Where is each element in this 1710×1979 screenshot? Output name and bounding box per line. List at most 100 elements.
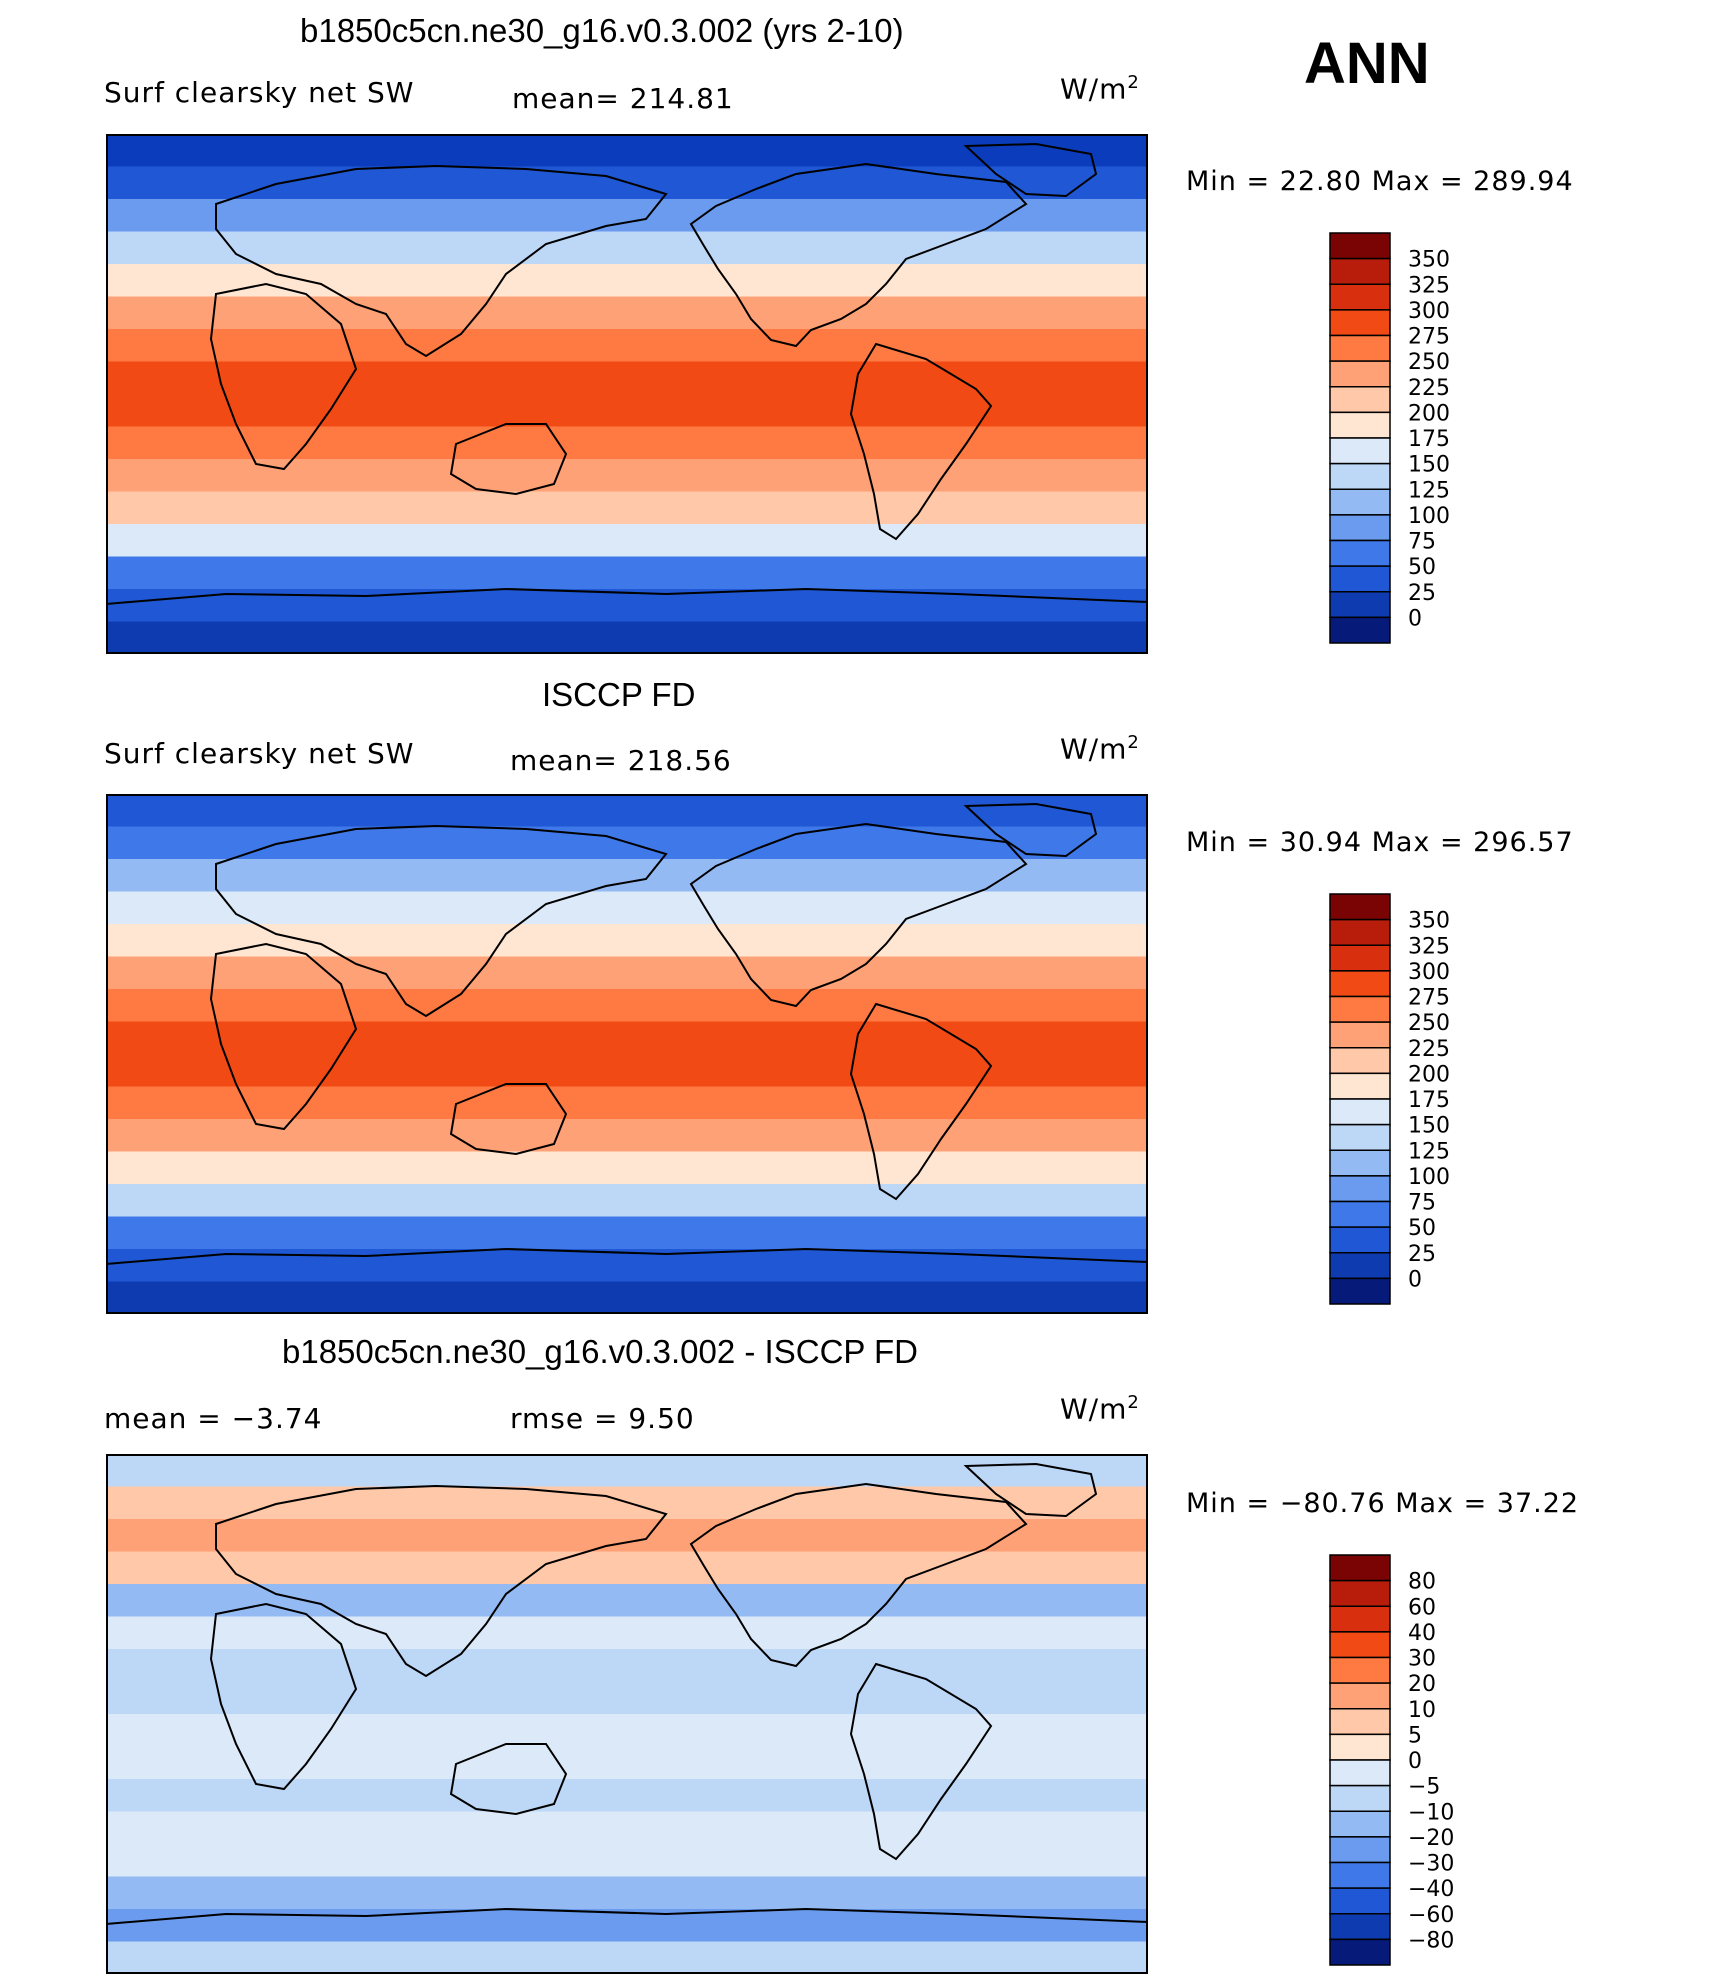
latitude-band [106,394,1148,428]
colorbar-swatch [1329,488,1391,516]
colorbar-swatch [1329,1277,1391,1305]
colorbar-tick-label: −60 [1408,1903,1454,1928]
colorbar-tick-label: 20 [1408,1672,1436,1697]
colorbar-tick-label: 175 [1408,427,1450,452]
colorbar-swatch [1329,1733,1391,1761]
coastline-north-america [689,822,1028,1008]
latitude-band [106,1616,1148,1650]
colorbar-swatch [1329,1175,1391,1203]
coastline-antarctica [106,1247,1148,1314]
latitude-band [106,1649,1148,1683]
colorbar-tick-label: 275 [1408,986,1450,1011]
colorbar-swatch [1329,462,1391,490]
latitude-band [106,231,1148,265]
latitude-band [106,1184,1148,1218]
coastline-australia [449,423,568,496]
panel-2-map [106,794,1148,1314]
colorbar-tick-label: 50 [1408,1216,1436,1241]
latitude-band [106,1551,1148,1585]
panel-3-rmse-label: rmse = 9.50 [510,1402,695,1435]
latitude-band [106,1454,1148,1488]
colorbar-swatch [1329,1784,1391,1812]
colorbar-swatch [1329,437,1391,465]
colorbar-tick-label: 200 [1408,1062,1450,1087]
latitude-band [106,1941,1148,1974]
colorbar-tick-label: 350 [1408,248,1450,273]
latitude-band [106,989,1148,1023]
latitude-band [106,859,1148,893]
colorbar-swatch [1329,970,1391,998]
latitude-band [106,1714,1148,1748]
colorbar-tick-label: 75 [1408,1191,1436,1216]
colorbar-tick-label: 5 [1408,1723,1422,1748]
colorbar-swatch [1329,360,1391,388]
colorbar-swatch [1329,1836,1391,1864]
colorbar-swatch [1329,1252,1391,1280]
colorbar-tick-label: 300 [1408,960,1450,985]
colorbar-tick-label: −30 [1408,1852,1454,1877]
latitude-band [106,296,1148,330]
coastline-greenland [963,142,1098,198]
panel-1-units: W/m2 [1060,72,1140,106]
colorbar-swatch [1329,1554,1391,1582]
colorbar-tick-label: 125 [1408,1139,1450,1164]
latitude-band [106,556,1148,590]
coastline-eurasia [215,164,668,358]
panel-3-map [106,1454,1148,1974]
coastline-africa [209,282,358,471]
colorbar-swatch [1329,1759,1391,1787]
map-frame [106,1454,1148,1974]
latitude-band [106,621,1148,654]
colorbar-swatch [1329,1656,1391,1684]
colorbar-tick-label: 225 [1408,376,1450,401]
colorbar-tick-label: −80 [1408,1928,1454,1953]
colorbar-tick-label: −40 [1408,1877,1454,1902]
coastline-greenland [963,1462,1098,1518]
colorbar-tick-label: 80 [1408,1570,1436,1595]
colorbar-swatch [1329,565,1391,593]
latitude-band [106,891,1148,925]
latitude-band [106,199,1148,233]
season-label: ANN [1304,31,1430,96]
panel-1-title: b1850c5cn.ne30_g16.v0.3.002 (yrs 2-10) [300,12,904,49]
panel-1-minmax: Min = 22.80 Max = 289.94 [1186,166,1574,197]
coastline-north-america [689,162,1028,348]
colorbar-swatch [1329,1226,1391,1254]
latitude-band [106,329,1148,363]
colorbar-tick-label: 325 [1408,934,1450,959]
colorbar-tick-label: 100 [1408,504,1450,529]
colorbar-tick-label: 50 [1408,555,1436,580]
coastline-africa [209,942,358,1131]
latitude-band [106,1876,1148,1910]
colorbar-tick-label: 100 [1408,1165,1450,1190]
latitude-band [106,1216,1148,1250]
colorbar-swatch [1329,411,1391,439]
colorbar-swatch [1329,1149,1391,1177]
colorbar-swatch [1329,918,1391,946]
latitude-band [106,1519,1148,1553]
colorbar-swatch [1329,386,1391,414]
colorbar-swatch [1329,1098,1391,1126]
latitude-band [106,361,1148,395]
latitude-band [106,1746,1148,1780]
colorbar-tick-label: 0 [1408,606,1422,631]
colorbar-swatch [1329,1123,1391,1151]
map-frame [106,134,1148,654]
colorbar-tick-label: 0 [1408,1267,1422,1292]
panel-2-mean-label: mean= 218.56 [510,744,732,777]
colorbar-tick-label: 10 [1408,1698,1436,1723]
panel-3-units: W/m2 [1060,1392,1140,1426]
latitude-band [106,1151,1148,1185]
colorbar-tick-label: 300 [1408,299,1450,324]
colorbar-tick-label: −20 [1408,1826,1454,1851]
latitude-band [106,956,1148,990]
colorbar-tick-label: 150 [1408,453,1450,478]
panel-3-title: b1850c5cn.ne30_g16.v0.3.002 - ISCCP FD [282,1333,918,1370]
panel-1-map [106,134,1148,654]
coastline-north-america [689,1482,1028,1668]
colorbar-tick-label: 25 [1408,581,1436,606]
latitude-band [106,1021,1148,1055]
latitude-band [106,491,1148,525]
colorbar-swatch [1329,1913,1391,1941]
